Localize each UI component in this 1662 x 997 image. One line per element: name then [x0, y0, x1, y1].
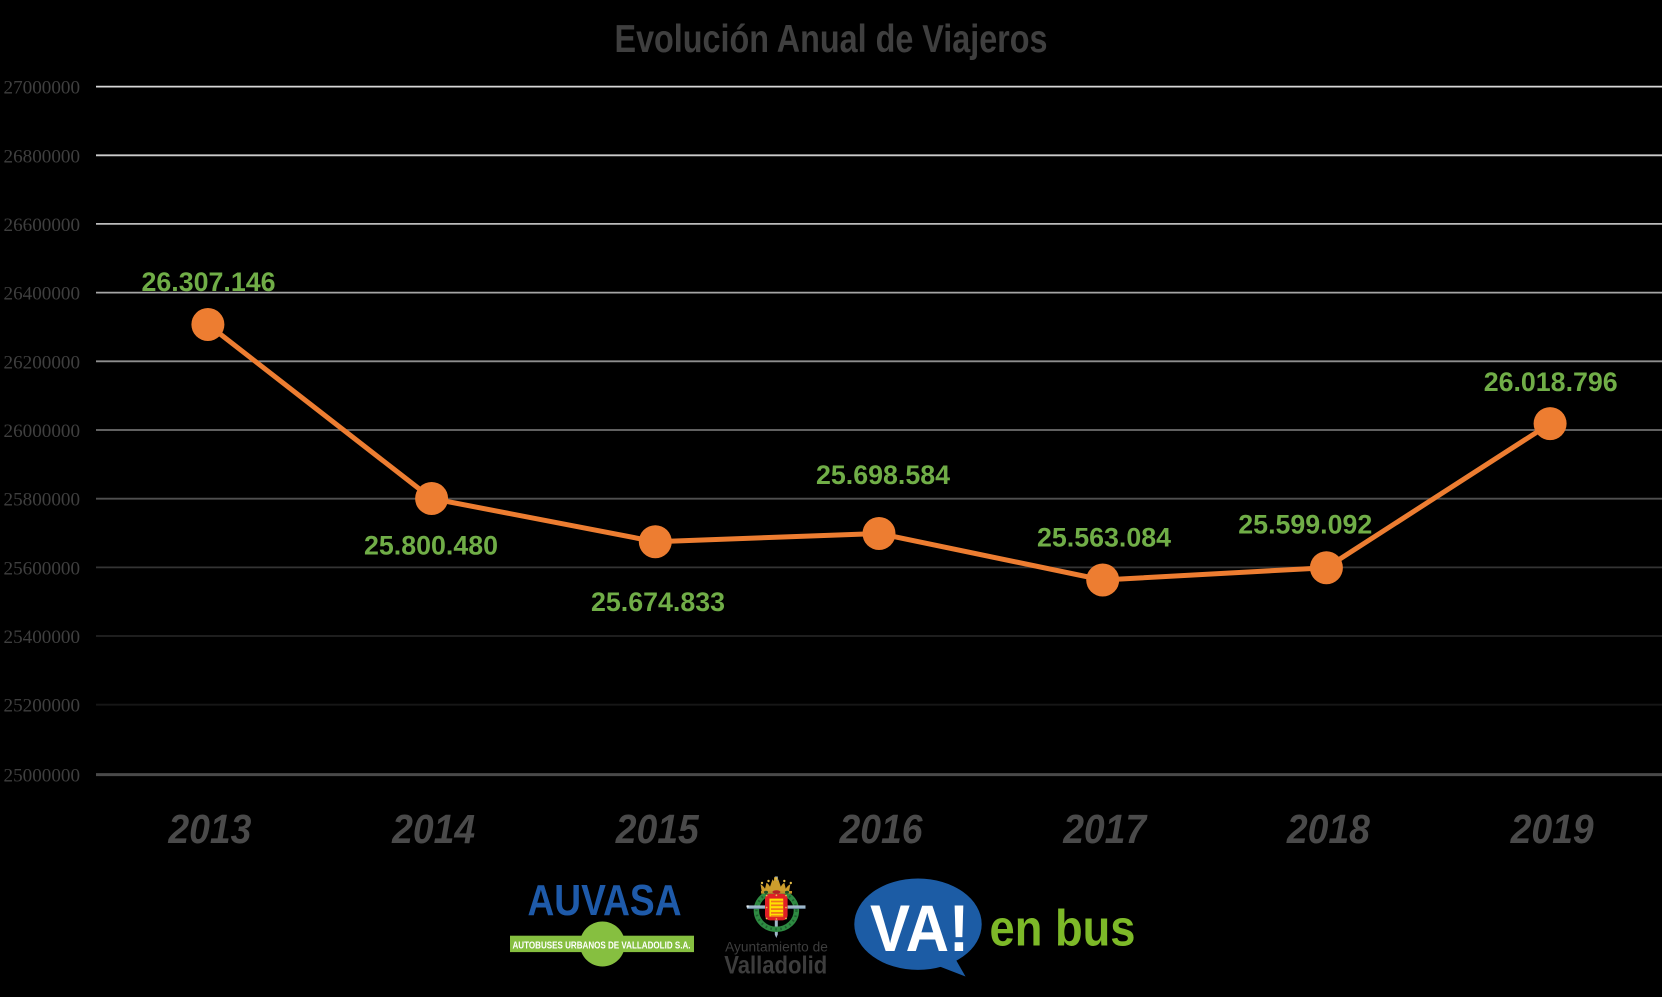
svg-text:25.563.084: 25.563.084 [1037, 523, 1171, 553]
svg-text:Ayuntamiento de: Ayuntamiento de [725, 940, 828, 955]
svg-text:25800000: 25800000 [4, 490, 81, 511]
svg-text:26.307.146: 26.307.146 [142, 267, 276, 297]
svg-text:2015: 2015 [615, 806, 700, 852]
svg-text:2013: 2013 [167, 806, 251, 852]
svg-text:26200000: 26200000 [4, 352, 81, 373]
svg-text:25600000: 25600000 [4, 558, 81, 579]
svg-text:2014: 2014 [391, 806, 475, 852]
svg-text:25.599.092: 25.599.092 [1238, 510, 1372, 540]
svg-text:26.018.796: 26.018.796 [1484, 367, 1618, 397]
svg-text:25200000: 25200000 [4, 696, 81, 717]
svg-text:en bus: en bus [990, 899, 1136, 956]
svg-text:2019: 2019 [1510, 806, 1594, 852]
svg-text:26800000: 26800000 [4, 146, 81, 167]
svg-text:2016: 2016 [839, 806, 924, 852]
svg-text:26600000: 26600000 [4, 215, 81, 236]
svg-text:25.674.833: 25.674.833 [591, 587, 725, 617]
svg-text:25.698.584: 25.698.584 [816, 460, 950, 490]
svg-text:26000000: 26000000 [4, 421, 81, 442]
svg-text:Valladolid: Valladolid [724, 952, 827, 980]
svg-text:AUVASA: AUVASA [528, 876, 682, 925]
svg-text:25000000: 25000000 [4, 765, 81, 786]
svg-text:2018: 2018 [1286, 806, 1370, 852]
svg-text:Evolución Anual de Viajeros: Evolución Anual de Viajeros [615, 18, 1048, 61]
svg-text:25.800.480: 25.800.480 [364, 531, 498, 561]
svg-text:25400000: 25400000 [4, 627, 81, 648]
svg-text:VA!: VA! [870, 891, 969, 965]
svg-text:AUTOBUSES URBANOS DE VALLADOLI: AUTOBUSES URBANOS DE VALLADOLID S.A. [513, 939, 691, 951]
svg-text:27000000: 27000000 [4, 78, 81, 99]
svg-text:2017: 2017 [1062, 806, 1148, 852]
svg-text:26400000: 26400000 [4, 284, 81, 305]
